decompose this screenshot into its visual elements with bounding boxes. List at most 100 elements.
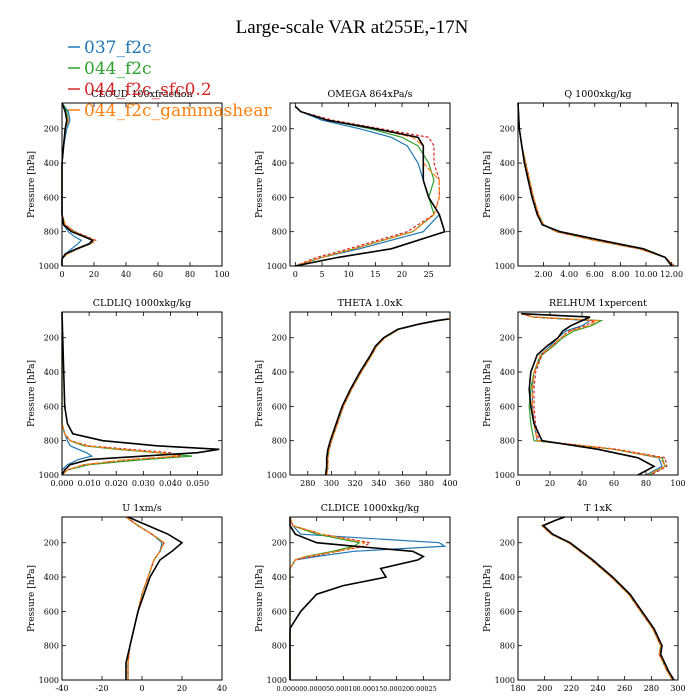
legend: 037_f2c044_f2c044_f2c_sfc0.2044_f2c_gamm… [68,38,272,121]
y-tick-label: 200 [44,125,59,134]
y-tick-label: 200 [272,539,287,548]
y-axis-label: Pressure [hPa] [255,565,265,632]
panel-title: U 1xm/s [122,503,162,514]
x-tick-label: 0.030 [132,479,155,488]
x-tick-label: 80 [641,479,651,488]
y-tick-label: 400 [44,368,59,377]
series-line-obs [61,311,220,476]
x-tick-label: 40 [217,684,227,693]
series-line-044_f2c_sfc0.2 [125,516,165,680]
x-tick-label: 5 [319,270,324,279]
x-tick-label: 0.00025 [410,685,437,693]
x-tick-label: 15 [370,270,380,279]
x-tick-label: 300 [670,684,685,693]
y-tick-label: 400 [500,368,515,377]
y-axis-label: Pressure [hPa] [255,151,265,218]
y-tick-label: 600 [272,402,287,411]
y-tick-label: 400 [500,573,515,582]
series-line-044_f2c_gammashear [540,516,674,681]
series-line-044_f2c_gammashear [326,318,451,476]
y-tick-label: 400 [44,573,59,582]
legend-label: 037_f2c [84,38,152,58]
x-tick-label: 0.00020 [383,685,410,693]
panel-title: RELHUM 1xpercent [549,298,647,309]
legend-label: 044_f2c_sfc0.2 [84,80,212,100]
x-tick-label: 400 [442,479,457,488]
series-line-037_f2c [125,516,163,680]
y-tick-label: 800 [272,437,287,446]
y-axis-label: Pressure [hPa] [483,360,493,427]
series-line-044_f2c [517,102,675,267]
y-axis-label: Pressure [hPa] [255,360,265,427]
series-line-037_f2c [61,312,94,475]
y-tick-label: 600 [44,607,59,616]
y-axis-label: Pressure [hPa] [483,151,493,218]
x-tick-label: 40 [121,270,131,279]
series-line-044_f2c_sfc0.2 [517,102,675,267]
x-tick-label: 0.020 [105,479,128,488]
y-tick-label: 200 [272,334,287,343]
y-tick-label: 600 [500,402,515,411]
series-line-obs [294,105,446,267]
series-line-obs [61,102,94,266]
y-tick-label: 1000 [267,471,287,480]
y-tick-label: 200 [272,125,287,134]
y-tick-label: 600 [272,193,287,202]
x-tick-label: 240 [590,684,605,693]
y-tick-label: 600 [44,193,59,202]
legend-label: 044_f2c [84,59,152,79]
y-tick-label: 800 [500,437,515,446]
x-tick-label: 280 [644,684,659,693]
panel-title: T 1xK [584,503,613,514]
panel-title: CLDLIQ 1000xkg/kg [93,298,191,309]
series-line-044_f2c [540,516,674,681]
x-tick-label: 8.00 [611,270,629,279]
series-line-037_f2c [294,105,441,267]
y-tick-label: 600 [500,193,515,202]
x-tick-label: 0.00005 [303,685,330,693]
x-tick-label: 2.00 [535,270,553,279]
x-tick-label: 40 [577,479,587,488]
plot-frame [289,311,451,476]
y-tick-label: 800 [272,228,287,237]
x-tick-label: 0.00015 [357,685,384,693]
x-tick-label: 80 [185,270,195,279]
y-tick-label: 400 [272,368,287,377]
series-line-044_f2c [326,318,451,476]
x-tick-label: -20 [96,684,109,693]
y-tick-label: 200 [44,334,59,343]
series-line-obs [517,102,673,267]
series-line-044_f2c_gammashear [521,313,667,476]
x-tick-label: 320 [348,479,363,488]
series-line-044_f2c_sfc0.2 [521,313,668,476]
figure-title: Large-scale VAR at255E,-17N [236,17,469,38]
plot-frame [517,516,679,681]
panel-3: CLDLIQ 1000xkg/kg Pressure [hPa] 200 400 600… [27,298,223,488]
y-tick-label: 200 [44,539,59,548]
x-tick-label: 20 [177,684,187,693]
series-line-044_f2c_sfc0.2 [326,318,451,476]
legend-label: 044_f2c_gammashear [84,101,272,121]
x-tick-label: 6.00 [586,270,604,279]
y-tick-label: 200 [500,125,515,134]
series-line-obs [289,517,425,680]
x-tick-label: 0.050 [186,479,209,488]
y-tick-label: 1000 [267,676,287,685]
y-tick-label: 800 [44,642,59,651]
x-tick-label: 180 [510,684,525,693]
plot-frame [289,102,451,267]
series-line-obs [521,312,656,476]
x-tick-label: 12.00 [660,270,683,279]
x-tick-label: 380 [419,479,434,488]
panel-7: CLDICE 1000xkg/kg Pressure [hPa] 200 400 600… [255,503,451,693]
panel-4: THETA 1.0xK Pressure [hPa] 200 400 600 800 100… [255,298,458,488]
y-tick-label: 600 [44,402,59,411]
y-tick-label: 800 [500,228,515,237]
plot-frame [61,311,223,476]
